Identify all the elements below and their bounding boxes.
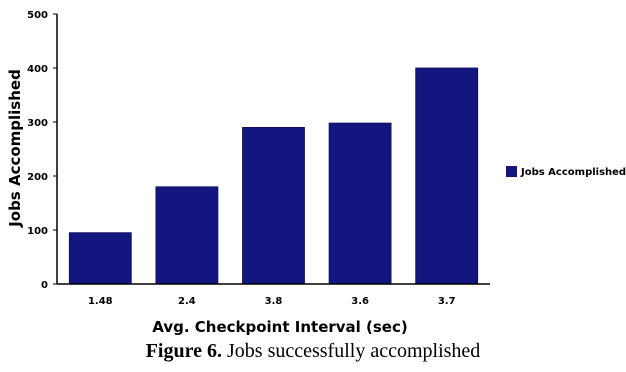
legend-swatch [506, 166, 517, 177]
caption-text: Jobs successfully accomplished [222, 340, 481, 362]
bar [328, 122, 392, 285]
y-tick-group: 0 100 200 300 400 500 [27, 10, 57, 291]
figure-caption: Figure 6. Jobs successfully accomplished [0, 340, 626, 363]
y-tick-label: 500 [27, 10, 48, 21]
x-axis-title: Avg. Checkpoint Interval (sec) [152, 318, 407, 336]
x-tick-label: 3.8 [265, 296, 283, 307]
x-tick-label: 2.4 [178, 296, 196, 307]
caption-label: Figure 6. [145, 340, 222, 362]
y-tick-label: 200 [27, 172, 48, 183]
y-tick-label: 100 [27, 226, 48, 237]
x-tick-label: 3.7 [438, 296, 456, 307]
y-tick-label: 300 [27, 118, 48, 129]
y-tick-label: 0 [41, 280, 48, 291]
bar-chart: 0 100 200 300 400 500 1.48 2.4 3.8 3.6 3.7 Jobs A… [6, 10, 626, 336]
y-tick-label: 400 [27, 64, 48, 75]
y-axis-title: Jobs Accomplished [6, 69, 24, 228]
x-tick-label: 3.6 [351, 296, 369, 307]
legend-label: Jobs Accomplished [520, 167, 626, 178]
bar [242, 127, 305, 285]
bar [68, 232, 132, 285]
bars-group [68, 67, 479, 285]
bar [155, 186, 219, 285]
x-tick-label: 1.48 [88, 296, 113, 307]
bar [415, 67, 479, 285]
legend: Jobs Accomplished [506, 166, 626, 178]
x-tick-group: 1.48 2.4 3.8 3.6 3.7 [88, 296, 456, 307]
